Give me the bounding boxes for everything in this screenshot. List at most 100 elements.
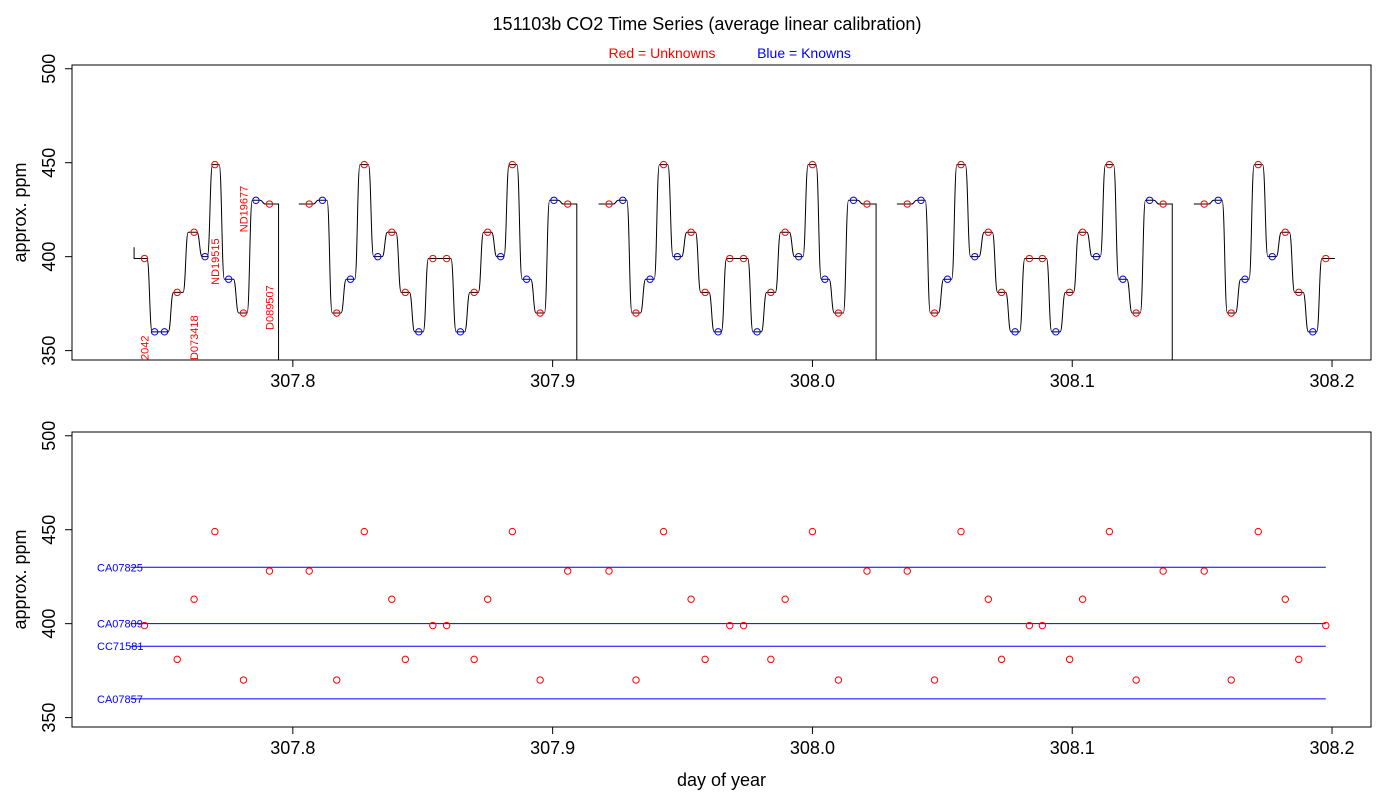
unknown-marker [470,655,478,664]
unknown-marker [687,595,695,603]
standard-name-label: CA07825 [97,562,143,574]
known-marker [849,196,858,204]
known-marker [252,196,260,204]
unknown-marker [429,621,437,630]
unknown-marker [1159,200,1167,208]
x-tick-label: 308.2 [1310,371,1355,391]
time-series-trace [1193,164,1335,333]
known-marker [456,328,465,336]
sample-label: D073418 [189,315,201,360]
unknown-marker [1295,288,1303,297]
unknown-marker [1200,200,1208,208]
known-marker [346,275,355,283]
unknown-marker [726,254,734,263]
known-marker [496,252,505,261]
unknown-marker [140,621,149,630]
y-tick-label: 350 [39,703,59,733]
unknown-marker [1159,567,1167,575]
plot-frame [71,64,1372,361]
known-marker [522,275,531,283]
unknown-marker [190,595,198,603]
sample-label: ND19515 [210,238,222,284]
unknown-marker [536,676,544,684]
y-axis-label: approx. ppm [10,529,30,629]
unknown-marker [1025,254,1034,263]
unknown-marker [863,567,871,575]
unknown-marker [1322,254,1330,263]
unknown-marker [265,567,274,575]
unknown-marker [1078,228,1087,236]
unknown-marker [470,288,478,297]
unknown-marker [333,309,341,317]
unknown-marker [265,200,274,208]
unknown-marker [1281,595,1289,603]
unknown-marker [726,621,734,630]
x-tick-label: 307.8 [270,738,315,758]
known-marker [150,328,159,336]
unknown-marker [1038,621,1047,630]
known-marker [224,275,233,283]
known-marker [1268,252,1276,261]
known-marker [1119,275,1127,283]
unknown-marker [1295,655,1303,664]
unknown-marker [984,595,993,603]
known-marker [1241,275,1249,283]
unknown-marker [834,309,843,317]
unknown-marker [1281,228,1289,236]
known-marker [1309,328,1317,336]
unknown-marker [767,655,775,664]
unknown-marker [1105,160,1114,169]
x-tick-label: 308.0 [790,738,835,758]
x-tick-label: 308.1 [1050,738,1095,758]
unknown-marker [632,676,640,684]
x-tick-label: 307.9 [530,371,575,391]
unknown-marker [957,527,965,536]
unknown-marker [211,160,219,169]
unknown-marker [536,309,544,317]
unknown-marker [1254,527,1262,536]
unknown-marker [305,200,313,208]
standard-name-label: CC71581 [97,641,143,653]
known-marker [160,328,169,336]
known-marker [318,196,327,204]
x-tick-label: 308.1 [1050,371,1095,391]
unknown-marker [508,160,517,169]
known-marker [917,196,925,204]
unknown-marker [1227,309,1235,317]
unknown-marker [659,527,668,536]
unknown-marker [563,567,572,575]
unknown-marker [1065,288,1074,297]
known-marker [415,328,423,336]
unknown-marker [808,160,817,169]
known-marker [794,252,803,261]
x-axis-label: day of year [677,770,766,790]
unknown-marker [211,527,219,536]
unknown-marker [687,228,695,236]
known-marker [619,196,627,204]
y-tick-label: 400 [39,609,59,639]
unknown-marker [957,160,965,169]
known-marker [714,328,722,336]
x-tick-label: 308.0 [790,371,835,391]
known-marker [1092,252,1101,261]
unknown-marker [1227,676,1235,684]
known-marker [1145,196,1154,204]
unknown-marker [739,254,748,263]
plot-frame [71,431,1372,728]
unknown-marker [739,621,748,630]
unknown-marker [483,595,492,603]
unknown-marker [903,200,911,208]
unknown-marker [442,254,451,263]
unknown-marker [701,655,709,664]
unknown-marker [190,228,198,236]
y-tick-label: 400 [39,242,59,272]
unknown-marker [173,655,181,664]
unknown-marker [173,288,181,297]
time-series-trace [298,164,578,360]
unknown-marker [605,567,613,575]
known-marker [971,252,979,261]
known-marker [673,252,682,261]
sample-label: D089507 [264,285,276,330]
unknown-marker [483,228,492,236]
